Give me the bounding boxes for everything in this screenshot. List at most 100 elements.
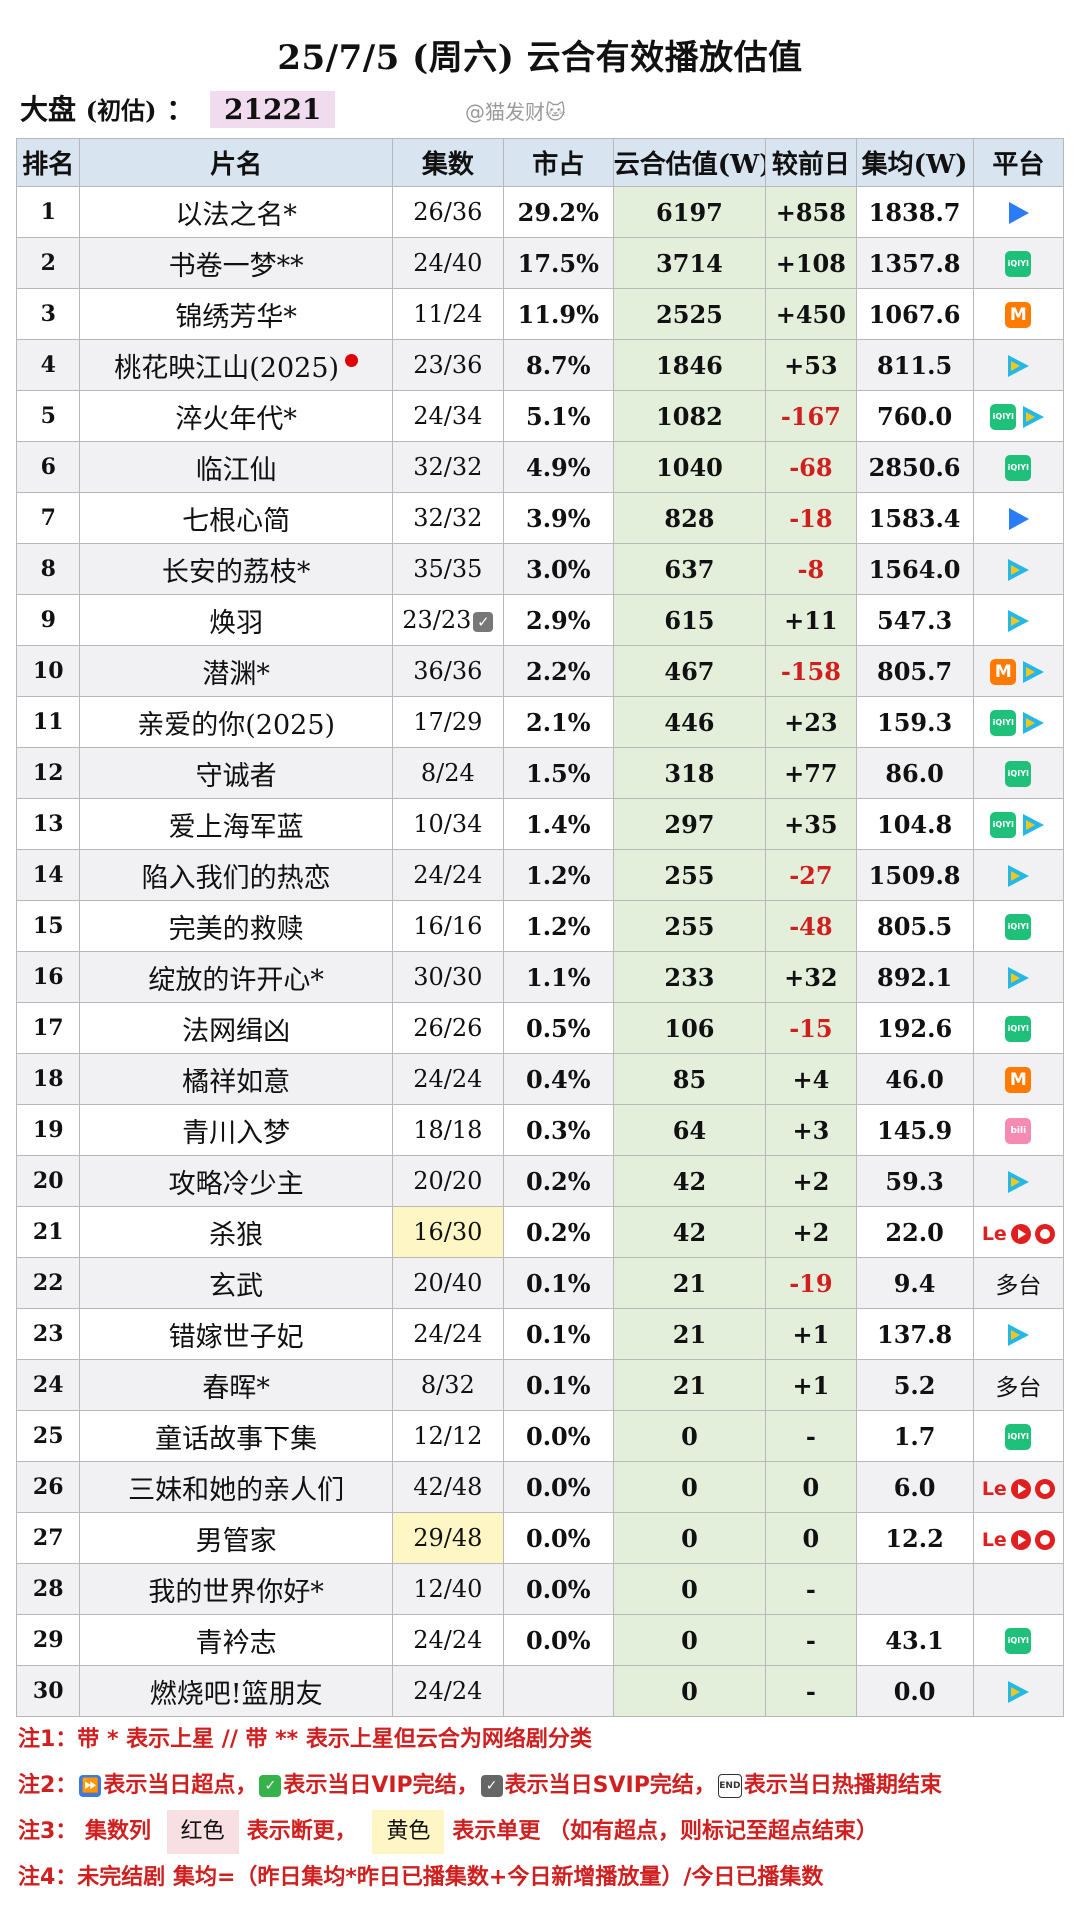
youku-icon [1005, 200, 1031, 226]
rank-cell-text: 10 [32, 658, 64, 684]
platform-cell: Le [972, 1461, 1065, 1513]
avg-cell-text: 892.1 [877, 962, 953, 992]
title-cell: 错嫁世子妃 [79, 1308, 393, 1360]
episodes-cell: 36/36 [391, 645, 504, 697]
episodes-cell-text: 42/48 [413, 1473, 483, 1501]
rank-cell-text: 11 [32, 709, 64, 735]
table-row: 2 书卷一梦** 24/40 17.5% 3714 +108 1357.8 iQIYI [15, 237, 1065, 289]
episodes-cell-text: 24/34 [413, 402, 483, 430]
rank-cell-text: 4 [40, 352, 56, 378]
table-row: 27 男管家 29/48 0.0% 0 0 12.2 Le [15, 1512, 1065, 1564]
estimate-cell-text: 828 [664, 503, 715, 533]
tencent-icon [1020, 659, 1046, 685]
rank-cell: 11 [15, 696, 81, 748]
title-cell: 桃花映江山(2025) [79, 339, 393, 391]
change-cell-text: -68 [789, 452, 833, 482]
change-cell-text: +11 [784, 605, 838, 635]
estimate-cell: 3714 [612, 237, 767, 289]
change-cell-text: +4 [792, 1064, 830, 1094]
avg-cell: 137.8 [855, 1308, 974, 1360]
rank-cell-text: 26 [32, 1474, 64, 1500]
rank-cell-text: 12 [32, 760, 64, 786]
platform-icons: bili [1005, 1118, 1032, 1145]
table-row: 11 亲爱的你(2025) 17/29 2.1% 446 +23 159.3 iQIYI [15, 696, 1065, 748]
share-cell-text: 2.9% [526, 605, 591, 635]
platform-cell [972, 186, 1065, 238]
platform-cell: M [972, 645, 1065, 697]
change-cell: +32 [765, 951, 857, 1003]
mango-icon: M [1005, 1067, 1032, 1094]
platform-cell [972, 1155, 1065, 1207]
rank-cell: 16 [15, 951, 81, 1003]
end-return-icon: END [717, 1774, 742, 1798]
share-cell: 17.5% [502, 237, 614, 289]
estimate-cell-text: 233 [664, 962, 715, 992]
tencent-icon [1005, 1322, 1031, 1348]
iqiyi-icon: iQIYI [990, 812, 1017, 839]
avg-cell: 12.2 [855, 1512, 974, 1564]
platform-cell [972, 339, 1065, 391]
estimate-cell: 828 [612, 492, 767, 544]
column-header: 片名 [79, 138, 393, 187]
share-cell: 1.2% [502, 849, 614, 901]
title-cell: 完美的救赎 [79, 900, 393, 952]
rank-cell-text: 27 [32, 1525, 64, 1551]
rank-cell: 27 [15, 1512, 81, 1564]
table-row: 5 淬火年代* 24/34 5.1% 1082 -167 760.0 iQIYI [15, 390, 1065, 442]
platform-cell: iQIYI [972, 747, 1065, 799]
estimate-cell-text: 467 [664, 656, 715, 686]
estimate-cell-text: 1040 [656, 452, 723, 482]
table-row: 7 七根心简 32/32 3.9% 828 -18 1583.4 [15, 492, 1065, 544]
title-cell: 潜渊* [79, 645, 393, 697]
note-2-lead: 注2： [18, 1773, 78, 1798]
change-cell: +450 [765, 288, 857, 340]
change-cell-text: +2 [792, 1166, 830, 1196]
episodes-cell-text: 20/20 [413, 1167, 483, 1195]
change-cell-text: 0 [802, 1523, 820, 1553]
episodes-cell: 29/48 [391, 1512, 504, 1564]
title-cell-text: 春晖* [202, 1372, 270, 1404]
share-cell: 1.2% [502, 900, 614, 952]
estimate-cell: 1082 [612, 390, 767, 442]
change-cell: 0 [765, 1461, 857, 1513]
estimate-cell-text: 0 [681, 1625, 698, 1655]
estimate-cell-text: 318 [664, 758, 715, 788]
table-row: 14 陷入我们的热恋 24/24 1.2% 255 -27 1509.8 [15, 849, 1065, 901]
red2-icon [1034, 1529, 1055, 1550]
share-cell-text: 4.9% [526, 452, 591, 482]
episodes-cell: 17/29 [391, 696, 504, 748]
episodes-cell-text: 12/40 [413, 1575, 483, 1603]
estimate-cell-text: 0 [681, 1523, 698, 1553]
rank-cell: 29 [15, 1614, 81, 1666]
estimate-cell: 21 [612, 1359, 767, 1411]
rank-cell: 26 [15, 1461, 81, 1513]
share-cell-text: 0.1% [526, 1319, 591, 1349]
estimate-cell-text: 0 [681, 1421, 698, 1451]
estimate-cell: 0 [612, 1614, 767, 1666]
avg-cell: 46.0 [855, 1053, 974, 1105]
estimate-cell-text: 64 [672, 1115, 707, 1145]
change-cell-text: +23 [784, 707, 838, 737]
episodes-cell-text: 32/32 [413, 453, 483, 481]
change-cell-text: -158 [780, 656, 841, 686]
episodes-cell-text: 24/24 [413, 1065, 483, 1093]
avg-cell-text: 59.3 [885, 1166, 944, 1196]
platform-cell: iQIYI [972, 696, 1065, 748]
column-header: 集数 [391, 138, 504, 187]
episodes-cell-text: 18/18 [413, 1116, 483, 1144]
episodes-cell-text: 8/32 [420, 1371, 475, 1399]
avg-cell-text: 43.1 [885, 1625, 944, 1655]
rank-cell: 4 [15, 339, 81, 391]
rank-cell-text: 20 [32, 1168, 64, 1194]
change-cell: - [765, 1614, 857, 1666]
avg-cell: 192.6 [855, 1002, 974, 1054]
column-header: 平台 [972, 138, 1065, 187]
estimate-cell-text: 42 [672, 1217, 707, 1247]
estimate-cell: 255 [612, 900, 767, 952]
platform-cell: iQIYI [972, 1410, 1065, 1462]
platform-icons [1005, 608, 1031, 634]
avg-cell: 1.7 [855, 1410, 974, 1462]
rank-cell-text: 5 [40, 403, 56, 429]
rank-cell-text: 21 [32, 1219, 64, 1245]
platform-cell: 多台 [972, 1359, 1065, 1411]
